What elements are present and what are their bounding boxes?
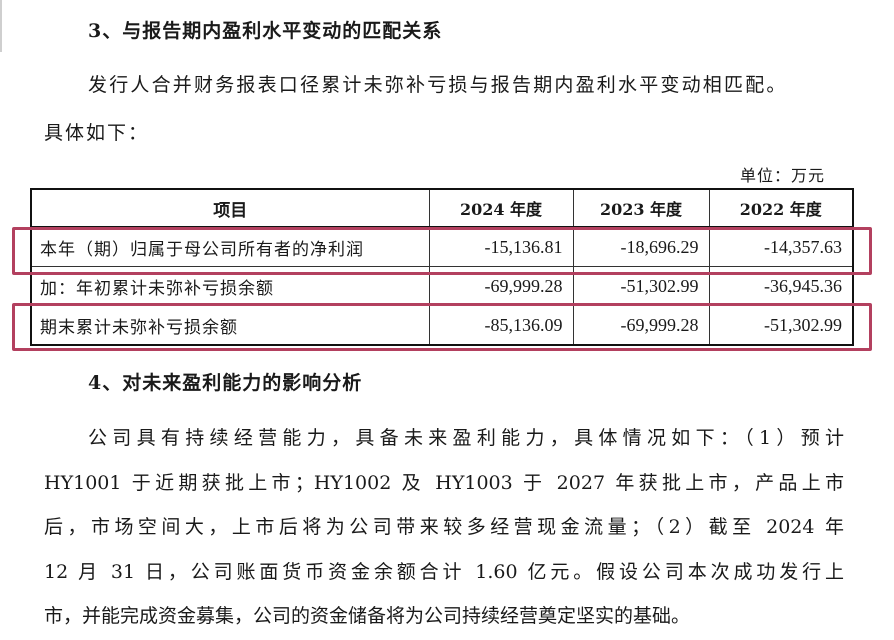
paragraph-line: HY1001 于近期获批上市；HY1002 及 HY1003 于 2027 年获… (44, 471, 844, 494)
header-2022: 2022 年度 (708, 188, 853, 228)
paragraph-line: 后，市场空间大，上市后将为公司带来较多经营现金流量；（2）截至 2024 年 (44, 516, 844, 539)
unit-label: 单位：万元 (740, 166, 826, 185)
section-3-intro-line-2: 具体如下： (44, 122, 150, 144)
table-row: 期末累计未弥补亏损余额 -85,136.09 -69,999.28 -51,30… (31, 305, 853, 346)
cell-value: -14,357.63 (708, 227, 853, 267)
table-row: 本年（期）归属于母公司所有者的净利润 -15,136.81 -18,696.29… (31, 227, 853, 267)
cell-value: -18,696.29 (572, 227, 709, 267)
left-edge-divider (0, 0, 2, 52)
row-label: 期末累计未弥补亏损余额 (31, 305, 429, 346)
section-4-paragraph: 公司具有持续经营能力，具备未来盈利能力，具体情况如下：（1）预计 HY1001 … (44, 416, 844, 639)
section-3-intro-line-1: 发行人合并财务报表口径累计未弥补亏损与报告期内盈利水平变动相匹配。 (88, 74, 788, 96)
section-4-heading: 4、对未来盈利能力的影响分析 (88, 372, 363, 394)
paragraph-line: 市，并能完成资金募集，公司的资金储备将为公司持续经营奠定坚实的基础。 (44, 605, 691, 628)
highlight-box-net-profit (12, 227, 872, 275)
financial-table: 项目 2024 年度 2023 年度 2022 年度 本年（期）归属于母公司所有… (30, 188, 854, 346)
table-header-row: 项目 2024 年度 2023 年度 2022 年度 (31, 188, 853, 228)
cell-value: -51,302.99 (708, 305, 853, 346)
cell-value: -15,136.81 (428, 227, 573, 267)
section-3-heading: 3、与报告期内盈利水平变动的匹配关系 (88, 20, 443, 42)
cell-value: -69,999.28 (572, 305, 709, 346)
row-label: 本年（期）归属于母公司所有者的净利润 (31, 227, 429, 267)
highlight-box-ending-balance (12, 303, 872, 351)
cell-value: -85,136.09 (428, 305, 573, 346)
paragraph-line: 公司具有持续经营能力，具备未来盈利能力，具体情况如下：（1）预计 (88, 427, 844, 449)
paragraph-line: 12 月 31 日，公司账面货币资金余额合计 1.60 亿元。假设公司本次成功发… (44, 560, 844, 583)
header-2024: 2024 年度 (428, 188, 573, 228)
header-item: 项目 (31, 188, 429, 228)
header-2023: 2023 年度 (572, 188, 709, 228)
